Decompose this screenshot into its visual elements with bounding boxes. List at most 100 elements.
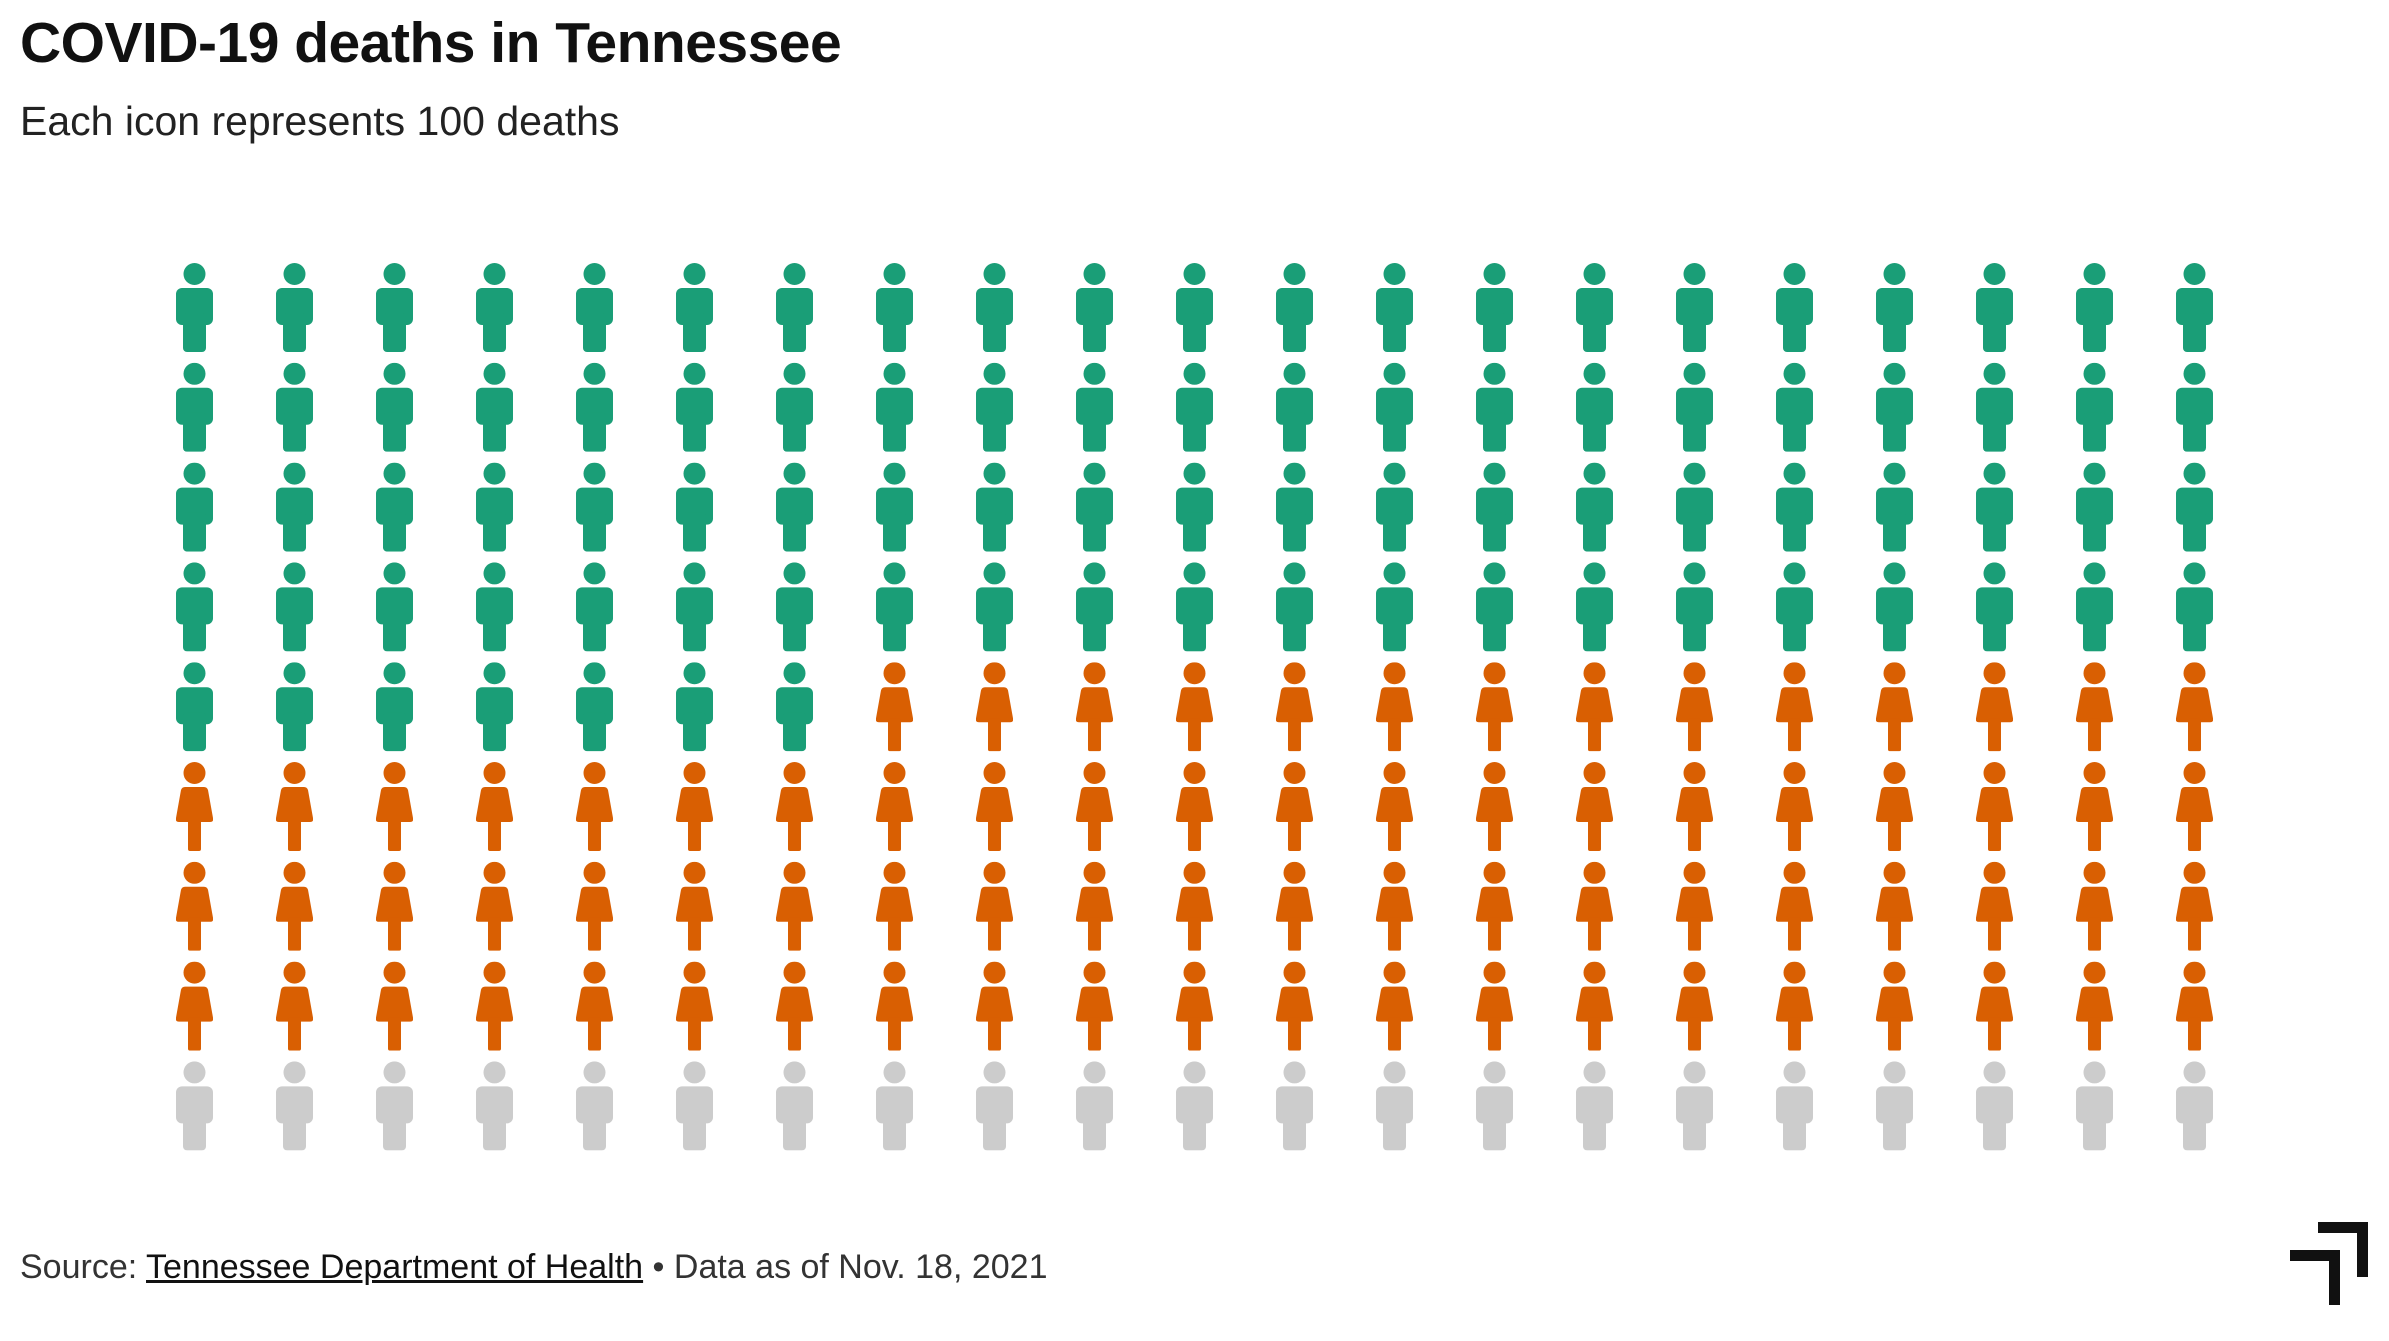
gray-person-icon <box>1776 1061 1813 1151</box>
female-person-icon <box>776 961 813 1051</box>
male-person-icon <box>1776 462 1813 552</box>
female-person-icon <box>1976 861 2013 951</box>
gray-person-icon <box>1176 1061 1213 1151</box>
female-person-icon <box>2176 961 2213 1051</box>
male-person-icon <box>176 263 213 352</box>
female-person-icon <box>1876 961 1913 1051</box>
female-person-icon <box>176 961 213 1051</box>
male-person-icon <box>276 362 313 452</box>
female-person-icon <box>676 961 713 1051</box>
female-person-icon <box>476 861 513 951</box>
gray-person-icon <box>2076 1061 2113 1151</box>
female-person-icon <box>776 762 813 851</box>
male-person-icon <box>476 362 513 452</box>
male-person-icon <box>1176 462 1213 552</box>
female-person-icon <box>1576 662 1613 752</box>
female-person-icon <box>1576 861 1613 951</box>
female-person-icon <box>676 861 713 951</box>
male-person-icon <box>376 263 413 352</box>
male-person-icon <box>776 362 813 452</box>
gray-person-icon <box>1576 1061 1613 1151</box>
male-person-icon <box>676 362 713 452</box>
male-person-icon <box>176 462 213 552</box>
female-person-icon <box>1176 762 1213 851</box>
male-person-icon <box>1676 562 1713 652</box>
female-person-icon <box>1776 861 1813 951</box>
female-person-icon <box>1576 961 1613 1051</box>
female-person-icon <box>2076 662 2113 752</box>
female-person-icon <box>276 762 313 851</box>
female-person-icon <box>976 662 1013 752</box>
male-person-icon <box>876 462 913 552</box>
male-person-icon <box>276 263 313 352</box>
male-person-icon <box>276 462 313 552</box>
gray-person-icon <box>176 1061 213 1151</box>
gray-person-icon <box>1276 1061 1313 1151</box>
female-person-icon <box>1076 662 1113 752</box>
male-person-icon <box>1276 263 1313 352</box>
female-person-icon <box>276 961 313 1051</box>
male-person-icon <box>2076 362 2113 452</box>
male-person-icon <box>176 362 213 452</box>
male-person-icon <box>1876 362 1913 452</box>
male-person-icon <box>476 462 513 552</box>
male-person-icon <box>2176 362 2213 452</box>
male-person-icon <box>576 263 613 352</box>
male-person-icon <box>1476 263 1513 352</box>
gray-person-icon <box>276 1061 313 1151</box>
female-person-icon <box>1776 961 1813 1051</box>
female-person-icon <box>1576 762 1613 851</box>
male-person-icon <box>576 462 613 552</box>
female-person-icon <box>1176 961 1213 1051</box>
publisher-logo-icon <box>2290 1222 2368 1305</box>
male-person-icon <box>676 263 713 352</box>
female-person-icon <box>876 861 913 951</box>
male-person-icon <box>876 562 913 652</box>
female-person-icon <box>1076 961 1113 1051</box>
male-person-icon <box>376 662 413 752</box>
male-person-icon <box>1576 263 1613 352</box>
female-person-icon <box>1176 662 1213 752</box>
male-person-icon <box>276 562 313 652</box>
female-person-icon <box>576 762 613 851</box>
female-person-icon <box>976 961 1013 1051</box>
female-person-icon <box>676 762 713 851</box>
pictogram-chart <box>176 263 2213 1151</box>
source-link[interactable]: Tennessee Department of Health <box>146 1248 644 1286</box>
female-person-icon <box>876 961 913 1051</box>
male-person-icon <box>1976 263 2013 352</box>
female-person-icon <box>2176 762 2213 851</box>
male-person-icon <box>2176 263 2213 352</box>
source-date: • Data as of Nov. 18, 2021 <box>643 1248 1048 1286</box>
male-person-icon <box>576 562 613 652</box>
male-person-icon <box>676 662 713 752</box>
source-prefix: Source: <box>20 1248 147 1286</box>
female-person-icon <box>1276 861 1313 951</box>
male-person-icon <box>476 662 513 752</box>
male-person-icon <box>2076 562 2113 652</box>
male-person-icon <box>1476 462 1513 552</box>
male-person-icon <box>176 562 213 652</box>
male-person-icon <box>1676 263 1713 352</box>
male-person-icon <box>776 263 813 352</box>
gray-person-icon <box>976 1061 1013 1151</box>
female-person-icon <box>1376 961 1413 1051</box>
female-person-icon <box>876 662 913 752</box>
male-person-icon <box>476 263 513 352</box>
gray-person-icon <box>376 1061 413 1151</box>
male-person-icon <box>1576 562 1613 652</box>
male-person-icon <box>1376 462 1413 552</box>
female-person-icon <box>2176 662 2213 752</box>
gray-person-icon <box>1476 1061 1513 1151</box>
male-person-icon <box>1176 263 1213 352</box>
male-person-icon <box>1176 362 1213 452</box>
female-person-icon <box>176 762 213 851</box>
male-person-icon <box>976 362 1013 452</box>
male-person-icon <box>1776 562 1813 652</box>
female-person-icon <box>1676 861 1713 951</box>
chart-subtitle: Each icon represents 100 deaths <box>20 98 620 144</box>
gray-person-icon <box>676 1061 713 1151</box>
male-person-icon <box>1276 362 1313 452</box>
male-person-icon <box>1776 362 1813 452</box>
male-person-icon <box>2176 562 2213 652</box>
